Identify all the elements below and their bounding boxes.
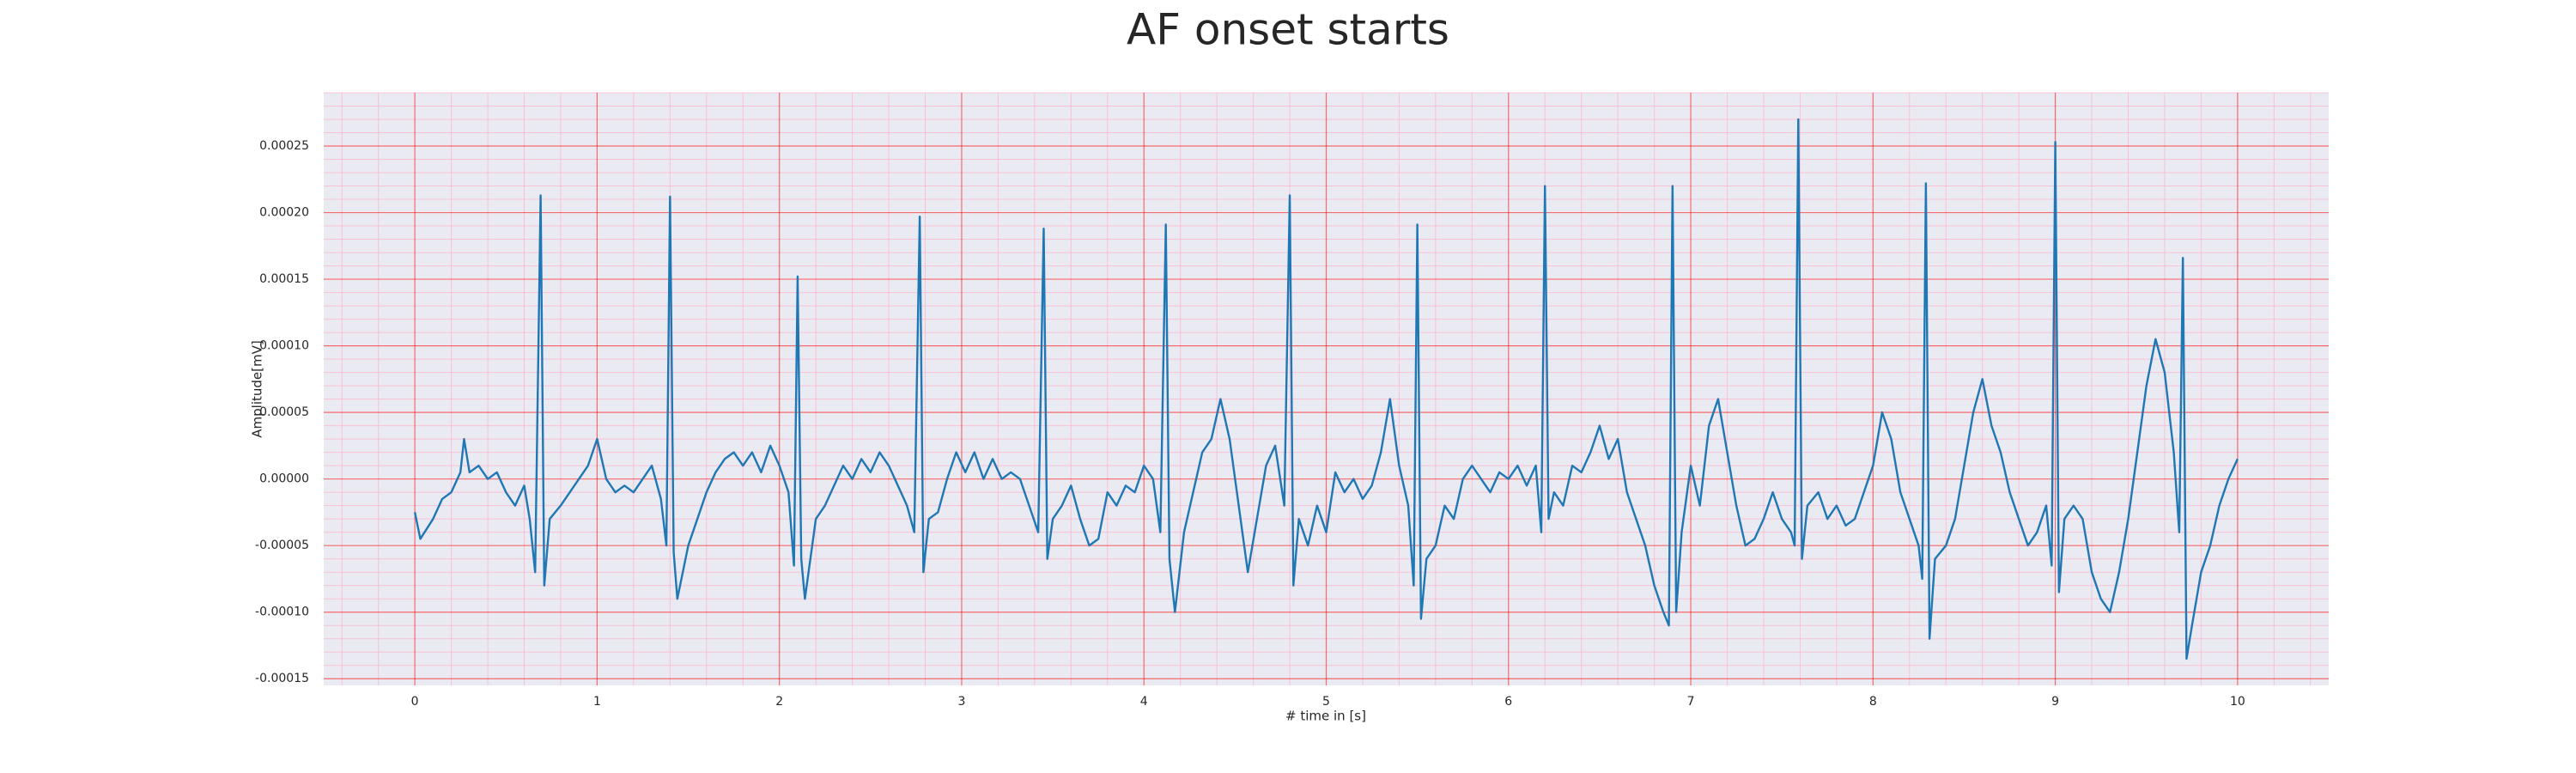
y-tick-label: 0.00000 <box>259 472 309 486</box>
x-tick-label: 3 <box>957 695 965 709</box>
x-tick-label: 6 <box>1504 695 1512 709</box>
y-tick-label: -0.00015 <box>255 672 309 685</box>
x-tick-label: 9 <box>2051 695 2059 709</box>
x-tick-label: 8 <box>1869 695 1877 709</box>
x-tick-label: 1 <box>593 695 601 709</box>
x-tick-label: 0 <box>411 695 419 709</box>
y-tick-label: -0.00010 <box>255 606 309 619</box>
grid <box>324 92 2329 685</box>
x-tick-label: 10 <box>2230 695 2245 709</box>
ecg-line <box>413 118 2239 660</box>
x-tick-label: 2 <box>775 695 783 709</box>
marks <box>413 118 2239 660</box>
x-tick-label: 7 <box>1687 695 1695 709</box>
y-tick-label: 0.00005 <box>259 405 309 419</box>
x-axis-label: # time in [s] <box>1285 709 1366 724</box>
x-tick-label: 5 <box>1322 695 1330 709</box>
y-axis-label: Amplitude[mV] <box>250 340 265 437</box>
y-tick-label: -0.00005 <box>255 539 309 552</box>
x-tick-label: 4 <box>1140 695 1148 709</box>
y-tick-label: 0.00020 <box>259 206 309 220</box>
y-tick-label: 0.00015 <box>259 272 309 286</box>
chart-title: AF onset starts <box>1127 5 1449 55</box>
y-tick-label: 0.00010 <box>259 339 309 353</box>
y-tick-label: 0.00025 <box>259 139 309 153</box>
